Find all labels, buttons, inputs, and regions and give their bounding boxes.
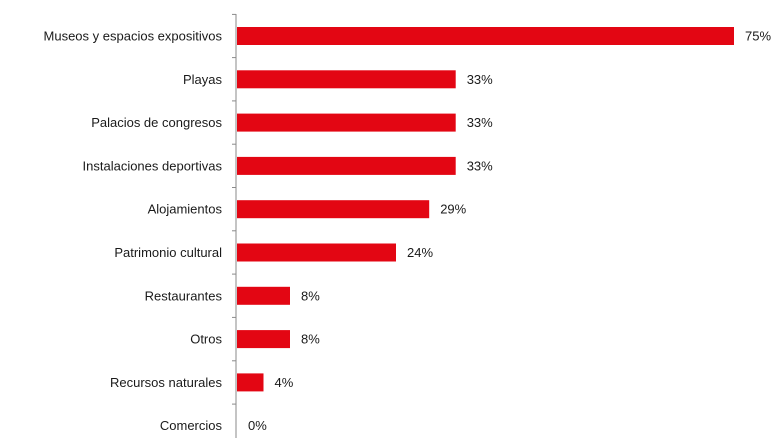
bar [237, 27, 734, 45]
value-labels-layer: 75% 33% 33% 33% 29% 24% 8% 8% 4% 0% [248, 29, 771, 434]
value-label: 8% [301, 332, 320, 347]
category-label: Recursos naturales [110, 375, 222, 390]
bar [237, 70, 456, 89]
bar [237, 373, 264, 392]
category-label: Playas [183, 72, 223, 87]
bar [237, 156, 456, 175]
axis-layer [232, 13, 237, 438]
bar [237, 113, 456, 132]
bar [237, 330, 290, 349]
category-label: Alojamientos [148, 202, 223, 217]
value-label: 33% [467, 115, 493, 130]
bar [237, 286, 290, 305]
category-label: Patrimonio cultural [114, 245, 222, 260]
category-label: Instalaciones deportivas [83, 158, 223, 173]
value-label: 33% [467, 158, 493, 173]
value-label: 29% [440, 202, 466, 217]
value-label: 75% [745, 29, 771, 44]
bar [237, 200, 430, 219]
value-label: 8% [301, 288, 320, 303]
category-labels-layer: Museos y espacios expositivos Playas Palac… [44, 29, 223, 434]
value-label: 4% [275, 375, 294, 390]
bar [237, 243, 396, 262]
category-label: Restaurantes [145, 288, 223, 303]
bars-layer [237, 27, 734, 392]
category-label: Palacios de congresos [91, 115, 222, 130]
category-label: Otros [190, 332, 222, 347]
category-label: Museos y espacios expositivos [44, 29, 223, 44]
value-label: 0% [248, 418, 267, 433]
value-label: 33% [467, 72, 493, 87]
category-label: Comercios [160, 418, 223, 433]
value-label: 24% [407, 245, 433, 260]
